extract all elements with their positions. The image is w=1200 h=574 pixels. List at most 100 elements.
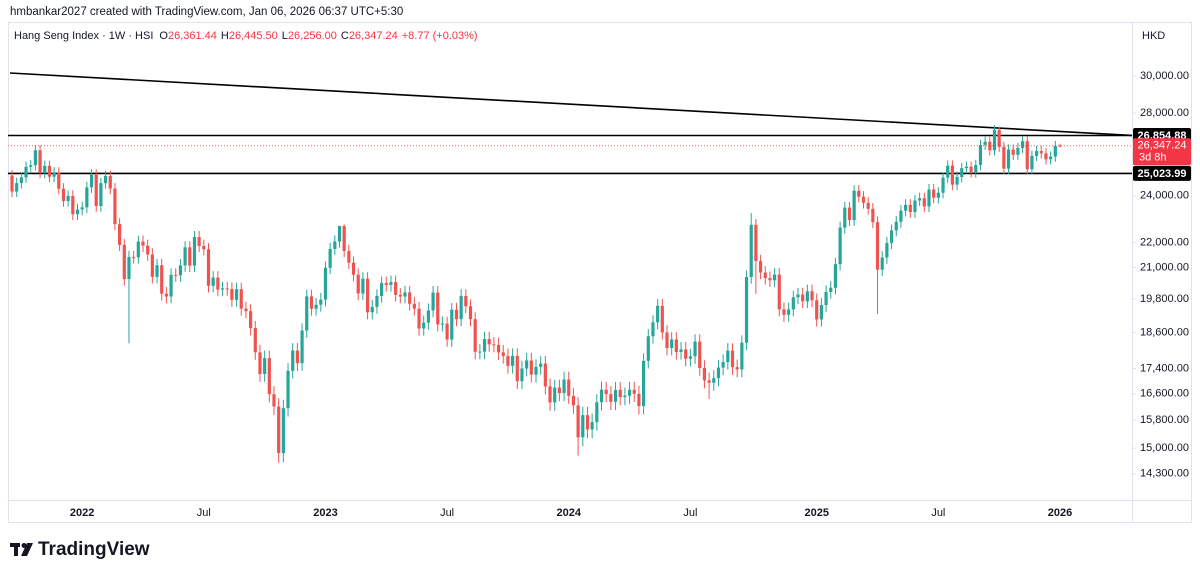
candle-body [305,296,309,331]
candle-body [642,360,646,407]
candle-body [815,300,819,320]
candle-body [791,297,795,310]
candle-body [927,189,931,207]
candle-body [169,274,173,297]
candle-body [1049,156,1053,160]
candle-body [740,342,744,370]
candle-body [688,356,692,359]
candle-body [796,294,800,298]
candle-body [267,358,271,395]
candle-body [777,274,781,310]
candle-body [581,415,585,438]
y-tick-label: 16,600.00 [1140,388,1189,400]
candle-body [932,189,936,198]
candle-body [609,394,613,402]
candle-body [122,244,126,280]
candle-body [698,341,702,368]
candle-body [89,174,94,188]
candle-body [216,277,220,290]
candle-body [277,406,281,454]
candle-body [810,291,814,301]
candle-body [1020,141,1025,148]
candle-body [936,192,940,198]
candle-body [473,319,477,352]
legend-key: H [221,30,229,42]
candle-body [567,379,571,396]
candle-body [974,165,978,173]
candle-body [75,209,80,215]
candle-body [525,360,529,369]
candle-body [356,274,360,294]
candle-body [1016,147,1020,155]
candle-body [904,204,908,211]
candle-body [160,265,164,294]
candle-body [118,224,122,245]
candle-body [637,393,641,407]
candle-body [787,309,791,315]
candle-body [375,295,379,307]
candle-body [24,166,28,178]
candle-body [922,198,926,207]
candle-body [885,243,889,258]
candle-body [286,370,290,409]
candle-body [1039,151,1043,154]
candle-body [347,250,351,263]
candle-body [768,278,772,281]
candle-body [838,227,842,265]
y-tick-label: 24,000.00 [1140,190,1189,202]
candle-body [431,292,435,311]
candle-body [422,322,426,329]
candle-body [702,367,707,381]
candle-body [183,247,187,266]
candle-body [211,277,215,286]
candle-body [908,204,912,212]
candle-body [239,289,243,309]
y-tick-label: 30,000.00 [1140,70,1189,82]
candle-body [946,165,950,178]
x-tick-label: 2024 [557,507,582,519]
candle-body [847,207,852,221]
candle-body [71,195,75,215]
candle-body [627,389,632,396]
candle-body [337,225,342,242]
candle-body [805,291,809,302]
candle-body [188,247,192,266]
candle-body [43,165,47,173]
candle-body [10,175,14,192]
candle-body [978,144,983,166]
candle-body [426,310,430,323]
candle-body [80,207,84,210]
x-tick-label: Jul [197,507,211,519]
candle-body [323,267,328,300]
candle-body [875,222,880,270]
candle-body [258,352,262,375]
candle-body [857,190,861,197]
candle-body [132,257,136,259]
candle-body [1011,149,1015,155]
candle-body [103,175,108,184]
candle-body [202,245,206,250]
candle-body [632,389,636,394]
candle-body [553,387,557,403]
candle-body [361,278,365,294]
legend-value: 26,361.44 [168,30,217,42]
candle-body [408,292,412,304]
candle-body [899,210,903,222]
y-tick-label: 21,000.00 [1140,261,1189,273]
candle-body [389,282,393,285]
candle-body [108,175,112,189]
candle-body [482,339,487,352]
candle-body [370,306,374,313]
candle-body [889,230,894,244]
candle-body [150,254,154,277]
candle-body [47,165,52,177]
candle-body [829,287,833,292]
candle-body [487,339,491,345]
candle-body [679,349,683,353]
candle-body [249,311,253,329]
candle-body [94,174,98,206]
candle-body [684,349,688,359]
candle-body [819,305,823,320]
candle-body [941,177,945,193]
candle-body [871,208,875,223]
